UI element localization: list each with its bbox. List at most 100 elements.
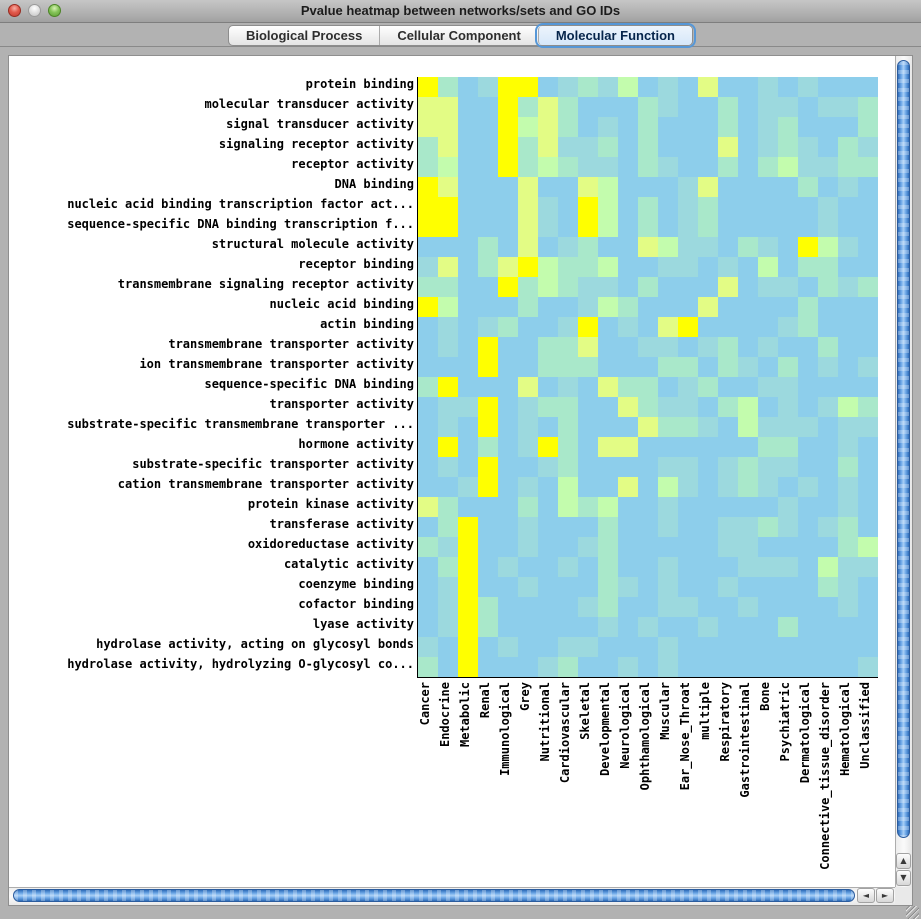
heatmap-cell <box>618 237 638 257</box>
close-icon[interactable] <box>8 4 21 17</box>
heatmap-cell <box>838 97 858 117</box>
heatmap-col-label: Ear_Nose_Throat <box>678 682 692 791</box>
heatmap-cell <box>658 637 678 657</box>
heatmap-cell <box>758 137 778 157</box>
heatmap-cell <box>838 237 858 257</box>
heatmap-cell <box>838 517 858 537</box>
heatmap-col-label: Connective_tissue_disorder <box>818 682 832 870</box>
tab-biological-process[interactable]: Biological Process <box>245 28 363 43</box>
scroll-left-icon[interactable]: ◄ <box>857 888 875 903</box>
heatmap-cell <box>598 337 618 357</box>
heatmap-cell <box>678 77 698 97</box>
heatmap-cell <box>438 77 458 97</box>
tab-molecular-function[interactable]: Molecular Function <box>534 23 697 48</box>
heatmap-cell <box>638 217 658 237</box>
heatmap-cell <box>658 277 678 297</box>
heatmap-cell <box>518 417 538 437</box>
scroll-right-icon[interactable]: ► <box>876 888 894 903</box>
heatmap-cell <box>438 117 458 137</box>
heatmap-cell <box>498 117 518 137</box>
heatmap-cell <box>478 397 498 417</box>
heatmap-cell <box>538 337 558 357</box>
heatmap-cell <box>598 177 618 197</box>
heatmap-cell <box>638 577 658 597</box>
heatmap-cell <box>418 497 438 517</box>
heatmap-cell <box>718 637 738 657</box>
heatmap-col-labels: Cancer Endocrine Metabolic Renal Immunologic… <box>418 682 878 897</box>
heatmap-cell <box>458 77 478 97</box>
heatmap-cell <box>478 497 498 517</box>
heatmap-cell <box>458 157 478 177</box>
heatmap-cell <box>818 417 838 437</box>
zoom-icon[interactable] <box>48 4 61 17</box>
heatmap-cell <box>598 397 618 417</box>
heatmap-cell <box>578 437 598 457</box>
heatmap-cell <box>418 157 438 177</box>
heatmap-cell <box>478 597 498 617</box>
heatmap-cell <box>658 517 678 537</box>
heatmap-cell <box>698 577 718 597</box>
heatmap-cell <box>538 77 558 97</box>
heatmap-cell <box>558 617 578 637</box>
heatmap-cell <box>478 417 498 437</box>
heatmap-cell <box>418 617 438 637</box>
heatmap-cell <box>458 557 478 577</box>
heatmap-cell <box>538 177 558 197</box>
heatmap-cell <box>598 377 618 397</box>
horizontal-scrollbar-thumb[interactable] <box>13 889 855 902</box>
heatmap-cell <box>798 357 818 377</box>
heatmap-cell <box>438 597 458 617</box>
heatmap-cell <box>838 497 858 517</box>
heatmap-cell <box>858 577 878 597</box>
heatmap-cell <box>818 477 838 497</box>
heatmap-cell <box>838 577 858 597</box>
heatmap-cell <box>778 177 798 197</box>
heatmap-cell <box>518 77 538 97</box>
heatmap-cell <box>658 237 678 257</box>
heatmap-row-label: hormone activity <box>298 437 414 451</box>
heatmap-cell <box>518 137 538 157</box>
heatmap-cell <box>598 577 618 597</box>
heatmap-cell <box>578 497 598 517</box>
heatmap-cell <box>498 257 518 277</box>
heatmap-cell <box>598 597 618 617</box>
heatmap-cell <box>518 497 538 517</box>
tab-cellular-component[interactable]: Cellular Component <box>379 26 538 45</box>
scroll-down-icon[interactable]: ▼ <box>896 870 911 886</box>
heatmap-cell <box>858 357 878 377</box>
heatmap-cell <box>798 297 818 317</box>
heatmap-col-label: Bone <box>758 682 772 711</box>
heatmap-cell <box>478 117 498 137</box>
heatmap-cell <box>838 437 858 457</box>
heatmap-cell <box>638 477 658 497</box>
heatmap-cell <box>738 77 758 97</box>
heatmap-cell <box>798 617 818 637</box>
resize-grip-icon[interactable] <box>906 906 919 919</box>
tab-strip-divider <box>0 46 921 47</box>
heatmap-cell <box>598 137 618 157</box>
heatmap-cell <box>558 337 578 357</box>
heatmap-row-label: sequence-specific DNA binding <box>204 377 414 391</box>
heatmap-cell <box>598 117 618 137</box>
heatmap-cell <box>858 257 878 277</box>
heatmap-cell <box>558 437 578 457</box>
heatmap-cell <box>678 217 698 237</box>
minimize-icon[interactable] <box>28 4 41 17</box>
heatmap-cell <box>438 517 458 537</box>
heatmap-cell <box>638 77 658 97</box>
heatmap-cell <box>698 617 718 637</box>
heatmap-cell <box>838 217 858 237</box>
vertical-scrollbar-thumb[interactable] <box>897 60 910 838</box>
heatmap-cell <box>458 597 478 617</box>
heatmap-cell <box>678 117 698 137</box>
scroll-up-icon[interactable]: ▲ <box>896 853 911 869</box>
heatmap-cell <box>798 457 818 477</box>
heatmap-col-label: Cardiovascular <box>558 682 572 784</box>
heatmap-cell <box>678 177 698 197</box>
heatmap-cell <box>498 237 518 257</box>
heatmap-cell <box>658 77 678 97</box>
heatmap-cell <box>598 637 618 657</box>
heatmap-cell <box>758 437 778 457</box>
heatmap-cell <box>518 637 538 657</box>
heatmap-cell <box>578 197 598 217</box>
